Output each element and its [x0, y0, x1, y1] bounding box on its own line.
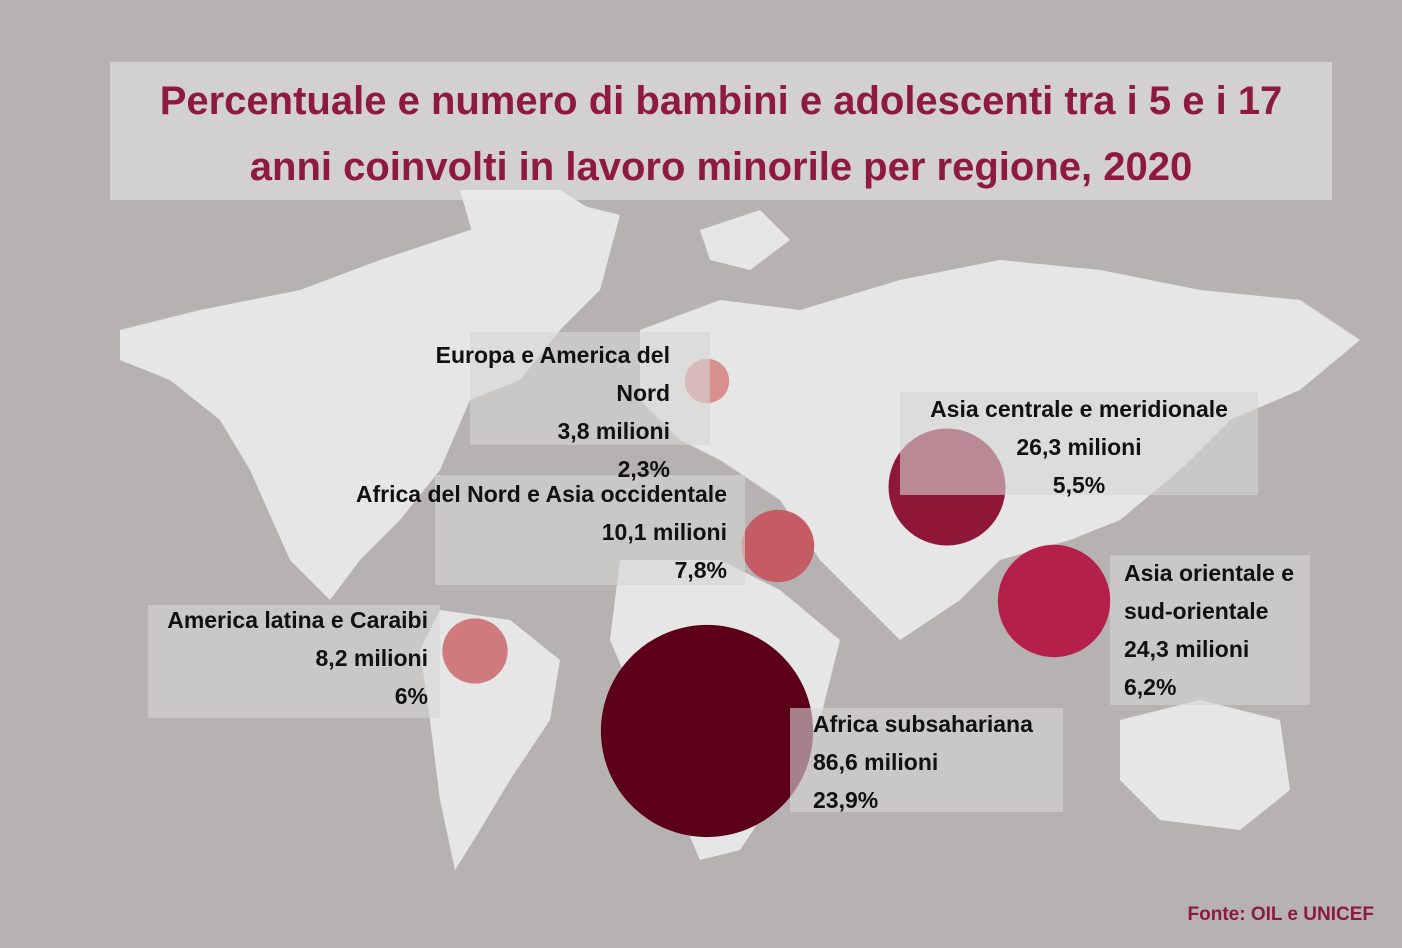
region-label: Asia centrale e meridionale 26,3 milioni 5… [900, 390, 1258, 504]
region-label: Europa e America del Nord 3,8 milioni 2,3% [400, 336, 670, 488]
share-label: 23,9% [813, 787, 879, 813]
label-box [148, 605, 440, 718]
bubble [600, 624, 814, 838]
region-label: Africa subsahariana 86,6 milioni 23,9% [813, 705, 1063, 819]
region-label: Asia orientale e sud-orientale 24,3 milio… [1124, 554, 1304, 706]
share-label: 6% [394, 683, 428, 709]
region-name: Asia centrale e meridionale [930, 396, 1228, 422]
source: Fonte: OIL e UNICEF [1187, 904, 1374, 925]
region-name: Africa subsahariana [813, 711, 1033, 737]
value-label: 86,6 milioni [813, 749, 939, 775]
label-box [435, 475, 745, 585]
bubble [741, 509, 815, 583]
region-name: Africa del Nord e Asia occidentale [355, 481, 727, 507]
label-box [470, 332, 710, 445]
region-label: America latina e Caraibi 8,2 milioni 6% [148, 601, 428, 715]
value-label: 24,3 milioni [1124, 636, 1250, 662]
value-label: 26,3 milioni [1016, 434, 1142, 460]
label-box [900, 392, 1258, 495]
region-name: Europa e America del Nord [435, 342, 670, 406]
label-box [790, 708, 1063, 812]
title: Percentuale e numero di bambini e adoles… [110, 62, 1332, 200]
share-label: 6,2% [1124, 674, 1177, 700]
region-name: America latina e Caraibi [167, 607, 428, 633]
value-label: 8,2 milioni [315, 645, 428, 671]
bubble [442, 618, 508, 684]
share-label: 7,8% [674, 557, 727, 583]
bubble [997, 544, 1111, 658]
label-box [1110, 555, 1310, 705]
share-label: 2,3% [617, 456, 670, 482]
value-label: 10,1 milioni [601, 519, 727, 545]
region-name: Asia orientale e sud-orientale [1124, 560, 1295, 624]
value-label: 3,8 milioni [557, 418, 670, 444]
region-label: Africa del Nord e Asia occidentale 10,1 m… [300, 475, 727, 589]
share-label: 5,5% [1052, 472, 1106, 498]
